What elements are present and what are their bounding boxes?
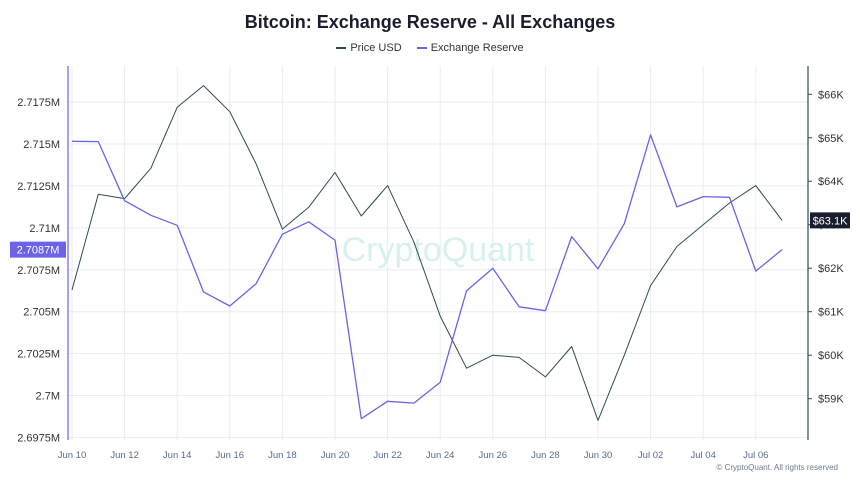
footer-copyright: © CryptoQuant. All rights reserved bbox=[716, 463, 839, 472]
y-right-tick-label: $64K bbox=[818, 176, 844, 188]
right-value-badge-label: $63.1K bbox=[813, 215, 849, 227]
y-left-tick-label: 2.71M bbox=[29, 223, 60, 235]
y-right-tick-label: $65K bbox=[818, 133, 844, 145]
y-left-tick-label: 2.7025M bbox=[17, 349, 60, 361]
axes-layer bbox=[67, 66, 812, 440]
y-right-tick-label: $61K bbox=[818, 307, 844, 319]
x-tick-label: Jun 28 bbox=[531, 450, 560, 461]
x-tick-label: Jun 12 bbox=[110, 450, 139, 461]
labels-layer: 2.6975M 2.7M 2.7025M 2.705M 2.7075M 2.71M 2.71… bbox=[17, 89, 844, 461]
x-tick-label: Jul 04 bbox=[691, 450, 716, 461]
chart-title: Bitcoin: Exchange Reserve - All Exchange… bbox=[244, 12, 616, 32]
legend-swatch-reserve bbox=[416, 47, 427, 49]
y-left-tick-label: 2.715M bbox=[23, 139, 60, 151]
left-value-badge bbox=[10, 241, 66, 258]
exchange-reserve-line bbox=[71, 134, 783, 420]
y-left-tick-label: 2.7125M bbox=[17, 181, 60, 193]
legend-item-reserve[interactable]: Exchange Reserve bbox=[416, 42, 524, 54]
y-left-tick-label: 2.705M bbox=[23, 307, 60, 319]
x-tick-label: Jun 26 bbox=[479, 450, 508, 461]
y-left-tick-label: 2.7075M bbox=[17, 265, 60, 277]
y-right-tick-label: $59K bbox=[818, 394, 844, 406]
y-right-tick-label: $62K bbox=[818, 263, 844, 275]
x-tick-label: Jun 18 bbox=[268, 450, 297, 461]
grid-layer bbox=[68, 66, 808, 440]
series-layer bbox=[71, 85, 783, 421]
x-tick-label: Jun 16 bbox=[216, 450, 245, 461]
x-tick-label: Jun 10 bbox=[58, 450, 87, 461]
y-left-tick-label: 2.7M bbox=[36, 391, 60, 403]
legend-label-price: Price USD bbox=[350, 42, 402, 54]
legend-label-reserve: Exchange Reserve bbox=[430, 42, 524, 54]
x-tick-label: Jun 20 bbox=[321, 450, 350, 461]
watermark: CryptoQuant bbox=[342, 231, 535, 269]
x-tick-label: Jul 06 bbox=[743, 450, 768, 461]
y-right-tick-label: $60K bbox=[818, 350, 844, 362]
y-left-tick-label: 2.6975M bbox=[17, 432, 60, 444]
legend-swatch-price bbox=[336, 47, 347, 49]
x-tick-label: Jul 02 bbox=[638, 450, 663, 461]
x-tick-label: Jun 24 bbox=[426, 450, 455, 461]
price-usd-line bbox=[71, 85, 783, 421]
legend: Price USD Exchange Reserve bbox=[0, 40, 860, 54]
x-tick-label: Jun 30 bbox=[584, 450, 613, 461]
right-value-badge bbox=[810, 212, 850, 229]
left-value-badge-label: 2.7087M bbox=[17, 245, 60, 257]
x-tick-label: Jun 14 bbox=[163, 450, 192, 461]
y-right-tick-label: $66K bbox=[818, 89, 844, 101]
badges-layer: 2.7087M $63.1K bbox=[10, 212, 850, 258]
x-tick-label: Jun 22 bbox=[373, 450, 402, 461]
legend-item-price[interactable]: Price USD bbox=[336, 42, 402, 54]
y-left-tick-label: 2.7175M bbox=[17, 97, 60, 109]
